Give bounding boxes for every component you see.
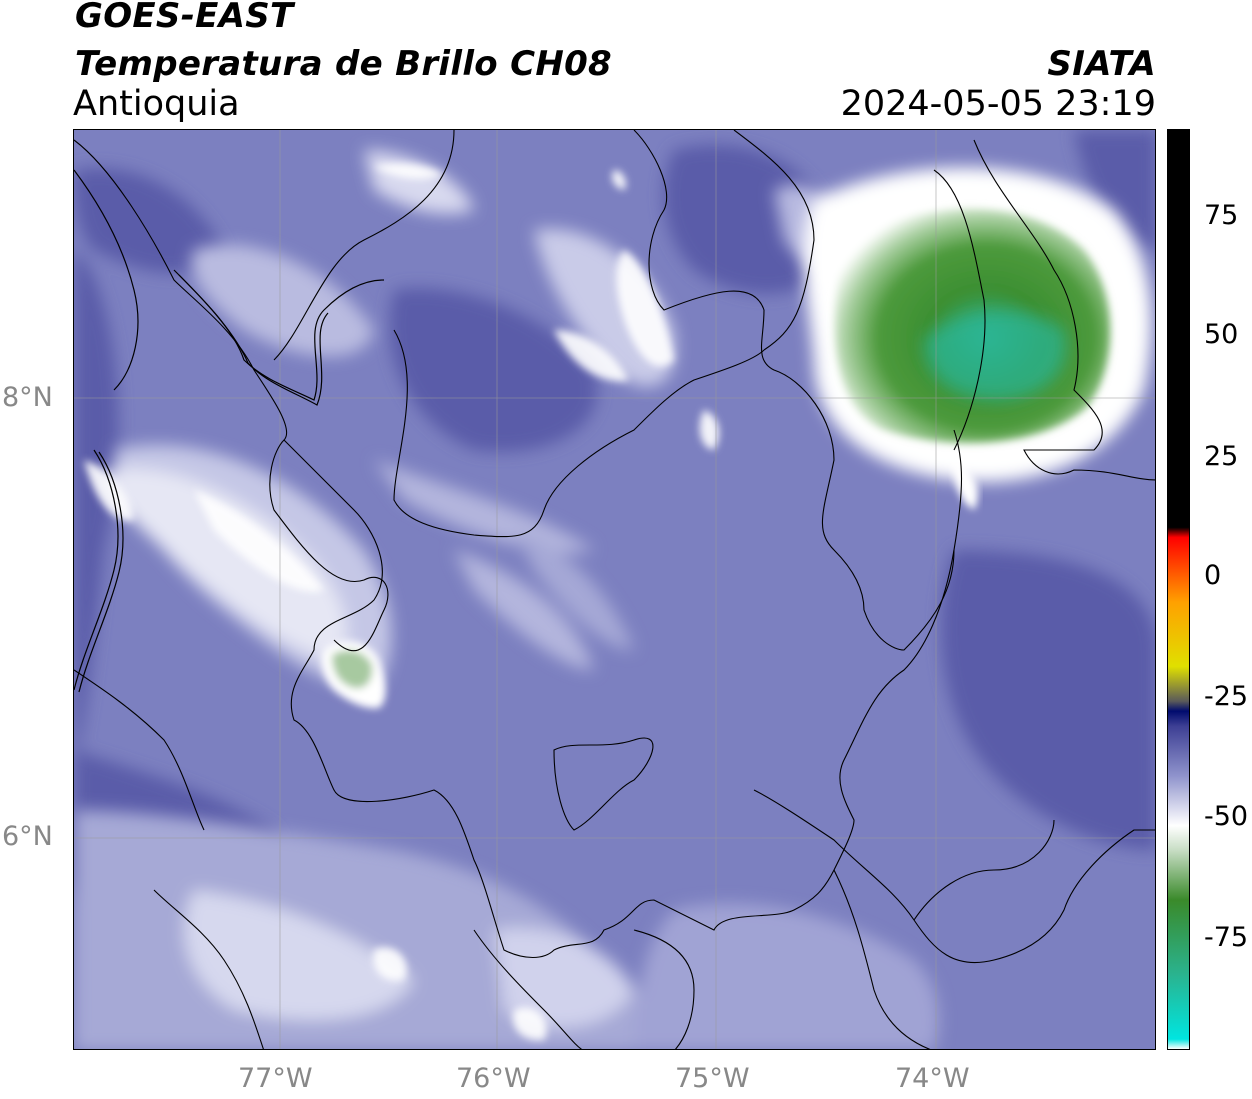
colorbar-tick-0: 0 xyxy=(1204,560,1222,591)
colorbar-tick-25: 25 xyxy=(1204,441,1239,472)
administrative-borders xyxy=(74,130,1155,1049)
title-product: Temperatura de Brillo CH08 xyxy=(75,44,613,84)
colorbar-tick-minus75: -75 xyxy=(1204,922,1249,953)
lon-tick-75W: 75°W xyxy=(675,1063,750,1094)
convective-storm-core xyxy=(803,167,1152,510)
small-storm-cell xyxy=(321,641,386,709)
lat-tick-6N: 6°N xyxy=(2,821,53,852)
colorbar-tick-minus25: -25 xyxy=(1204,681,1249,712)
colorbar-tick-50: 50 xyxy=(1204,319,1239,350)
colorbar xyxy=(1167,129,1190,1050)
lon-tick-74W: 74°W xyxy=(895,1063,970,1094)
title-satellite: GOES-EAST xyxy=(75,0,294,36)
coastline xyxy=(74,169,385,693)
brightness-temperature-map xyxy=(73,129,1156,1050)
lon-tick-76W: 76°W xyxy=(456,1063,531,1094)
colorbar-tick-75: 75 xyxy=(1204,200,1239,231)
graticule xyxy=(74,130,1155,1049)
lat-tick-8N: 8°N xyxy=(2,382,53,413)
title-agency: SIATA xyxy=(1047,44,1156,84)
bright-cloud-cores xyxy=(84,163,720,1041)
colorbar-tick-minus50: -50 xyxy=(1204,801,1249,832)
title-region: Antioquia xyxy=(73,84,240,124)
title-timestamp: 2024-05-05 23:19 xyxy=(840,84,1156,124)
lon-tick-77W: 77°W xyxy=(238,1063,313,1094)
